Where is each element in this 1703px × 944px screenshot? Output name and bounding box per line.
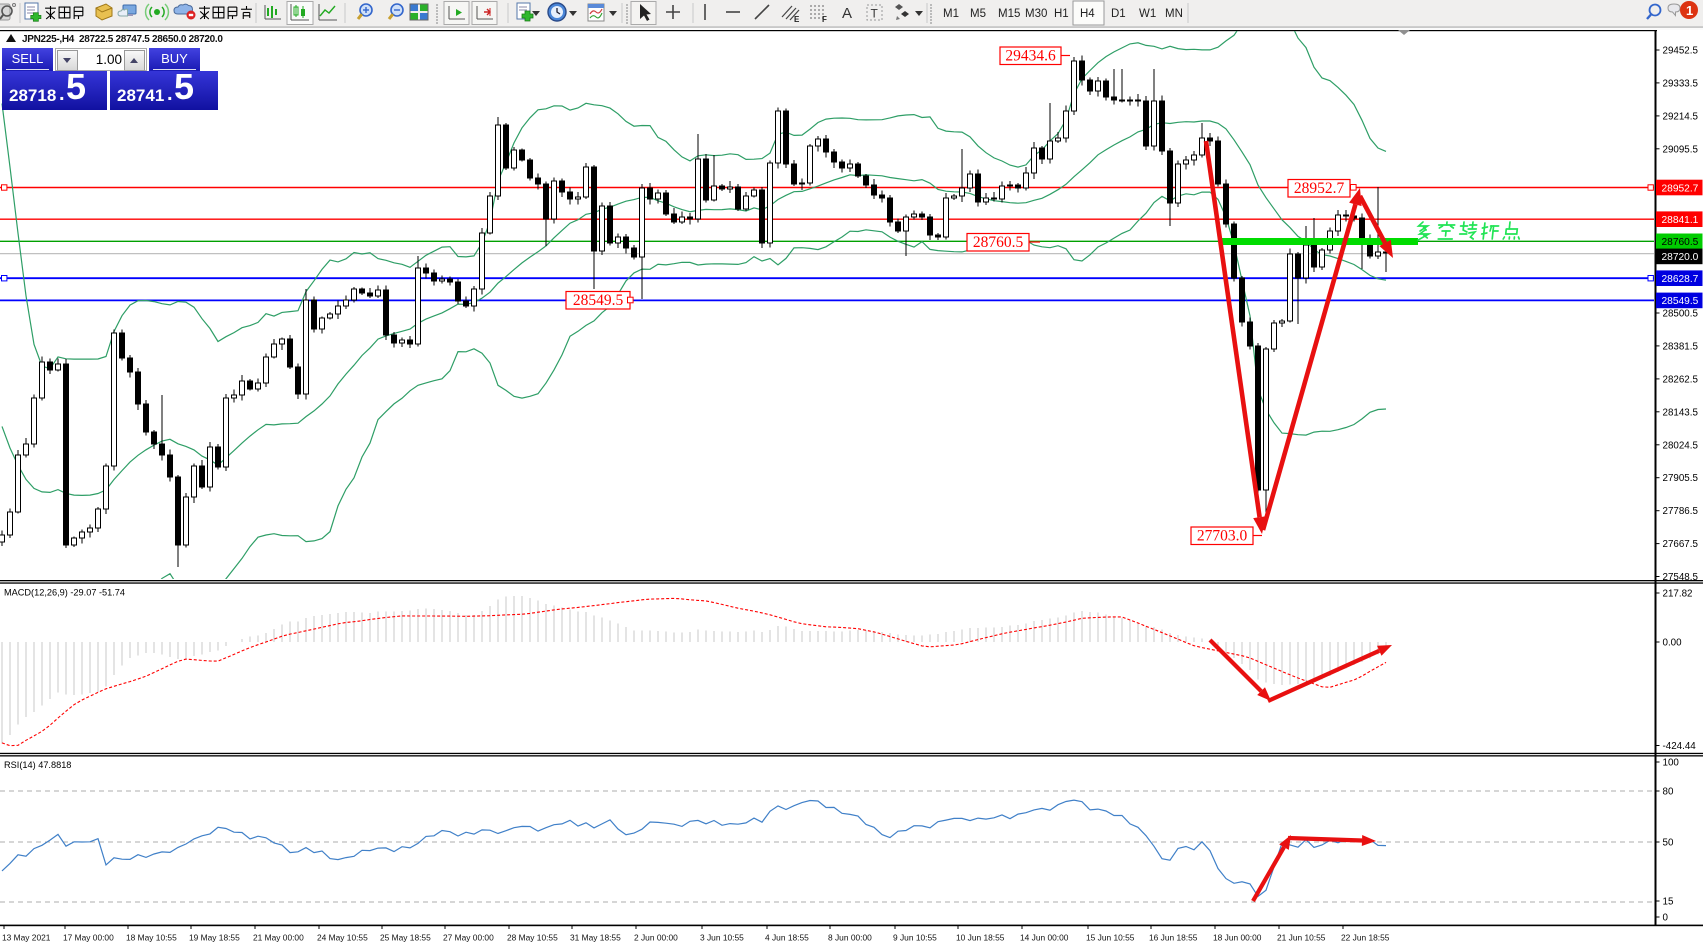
svg-text:H1: H1 — [1054, 8, 1069, 20]
svg-text:0: 0 — [1663, 913, 1669, 924]
svg-text:MACD(12,26,9) -29.07 -51.74: MACD(12,26,9) -29.07 -51.74 — [4, 588, 125, 598]
svg-text:21 May 00:00: 21 May 00:00 — [253, 933, 304, 943]
svg-text:28841.1: 28841.1 — [1662, 215, 1699, 226]
svg-text:10 Jun 18:55: 10 Jun 18:55 — [956, 933, 1005, 943]
svg-text:28628.7: 28628.7 — [1662, 274, 1699, 285]
svg-text:M30: M30 — [1025, 8, 1047, 20]
svg-text:T: T — [871, 7, 879, 21]
svg-text:D1: D1 — [1111, 8, 1126, 20]
svg-text:28952.7: 28952.7 — [1662, 183, 1699, 194]
svg-text:28549.5: 28549.5 — [1662, 296, 1699, 307]
svg-text:29214.5: 29214.5 — [1663, 111, 1699, 122]
svg-text:RSI(14) 47.8818: RSI(14) 47.8818 — [4, 760, 71, 770]
svg-text:29095.5: 29095.5 — [1663, 144, 1699, 155]
svg-text:28262.5: 28262.5 — [1663, 374, 1699, 385]
svg-text:3 Jun 10:55: 3 Jun 10:55 — [700, 933, 744, 943]
svg-text:217.82: 217.82 — [1663, 589, 1693, 600]
svg-text:27 May 00:00: 27 May 00:00 — [443, 933, 494, 943]
svg-text:-424.44: -424.44 — [1663, 741, 1697, 752]
svg-text:F: F — [822, 15, 827, 24]
svg-text:15 Jun 10:55: 15 Jun 10:55 — [1086, 933, 1135, 943]
svg-text:A: A — [842, 5, 852, 22]
svg-text:29452.5: 29452.5 — [1663, 46, 1699, 57]
svg-text:27548.5: 27548.5 — [1663, 572, 1699, 583]
svg-text:M15: M15 — [998, 8, 1020, 20]
svg-text:13 May 2021: 13 May 2021 — [2, 933, 51, 943]
svg-text:50: 50 — [1663, 838, 1674, 849]
svg-text:24 May 10:55: 24 May 10:55 — [317, 933, 368, 943]
svg-text:28 May 10:55: 28 May 10:55 — [507, 933, 558, 943]
svg-text:4 Jun 18:55: 4 Jun 18:55 — [765, 933, 809, 943]
svg-text:28760.5: 28760.5 — [1662, 237, 1699, 248]
svg-text:29434.6: 29434.6 — [1005, 48, 1056, 65]
svg-text:29333.5: 29333.5 — [1663, 78, 1699, 89]
svg-text:W1: W1 — [1139, 8, 1156, 20]
svg-text:27905.5: 27905.5 — [1663, 473, 1699, 484]
svg-text:28952.7: 28952.7 — [1294, 180, 1345, 197]
svg-text:27667.5: 27667.5 — [1663, 539, 1699, 550]
svg-text:25 May 18:55: 25 May 18:55 — [380, 933, 431, 943]
svg-text:27703.0: 27703.0 — [1197, 528, 1248, 545]
svg-text:M5: M5 — [970, 8, 986, 20]
svg-text:28549.5: 28549.5 — [573, 292, 624, 309]
svg-text:17 May 00:00: 17 May 00:00 — [63, 933, 114, 943]
svg-text:18 Jun 00:00: 18 Jun 00:00 — [1213, 933, 1262, 943]
svg-text:31 May 18:55: 31 May 18:55 — [570, 933, 621, 943]
svg-text:1: 1 — [1686, 3, 1693, 18]
svg-text:28381.5: 28381.5 — [1663, 341, 1699, 352]
svg-text:28024.5: 28024.5 — [1663, 440, 1699, 451]
svg-text:22 Jun 18:55: 22 Jun 18:55 — [1341, 933, 1390, 943]
svg-text:15: 15 — [1663, 897, 1674, 908]
svg-text:M1: M1 — [943, 8, 959, 20]
svg-text:16 Jun 18:55: 16 Jun 18:55 — [1149, 933, 1198, 943]
svg-text:E: E — [794, 15, 800, 24]
svg-text:27786.5: 27786.5 — [1663, 506, 1699, 517]
svg-text:28720.0: 28720.0 — [1662, 252, 1699, 263]
svg-text:2 Jun 00:00: 2 Jun 00:00 — [634, 933, 678, 943]
svg-text:21 Jun 10:55: 21 Jun 10:55 — [1277, 933, 1326, 943]
svg-text:MN: MN — [1165, 8, 1183, 20]
svg-text:80: 80 — [1663, 787, 1674, 798]
svg-text:28143.5: 28143.5 — [1663, 407, 1699, 418]
svg-text:14 Jun 00:00: 14 Jun 00:00 — [1020, 933, 1069, 943]
svg-text:8 Jun 00:00: 8 Jun 00:00 — [828, 933, 872, 943]
svg-text:28760.5: 28760.5 — [973, 234, 1024, 251]
svg-text:19 May 18:55: 19 May 18:55 — [189, 933, 240, 943]
svg-text:100: 100 — [1663, 758, 1680, 769]
svg-text:H4: H4 — [1080, 8, 1095, 20]
svg-text:18 May 10:55: 18 May 10:55 — [126, 933, 177, 943]
svg-text:28500.5: 28500.5 — [1663, 309, 1699, 320]
svg-text:0.00: 0.00 — [1663, 638, 1683, 649]
svg-text:9 Jun 10:55: 9 Jun 10:55 — [893, 933, 937, 943]
